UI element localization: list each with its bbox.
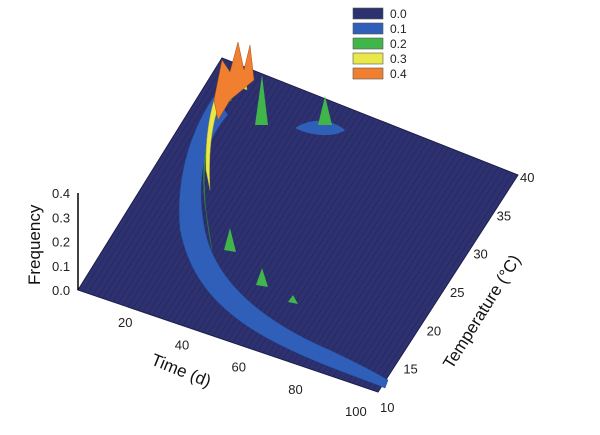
grid-line	[167, 92, 312, 321]
grid-line	[87, 61, 233, 294]
legend-label: 0.3	[390, 52, 407, 66]
grid-line	[237, 120, 381, 345]
grid-line	[332, 157, 474, 377]
grid-line	[82, 59, 228, 292]
grid-line	[107, 69, 252, 301]
grid-line	[232, 118, 376, 343]
z-tick-label: 0.3	[52, 210, 70, 225]
y-tick-label: 40	[520, 170, 534, 185]
peak-green-4	[256, 268, 268, 287]
z-tick-label: 0.4	[52, 186, 70, 201]
legend-label: 0.4	[390, 67, 407, 81]
grid-line	[242, 122, 386, 347]
grid-line	[162, 90, 307, 320]
grid-line	[262, 129, 405, 354]
y-tick-label: 10	[380, 400, 394, 415]
legend: 0.00.10.20.30.4	[352, 7, 407, 81]
grid-line	[307, 147, 450, 369]
grid-line	[277, 135, 420, 359]
grid-line	[287, 139, 430, 362]
grid-line	[352, 165, 494, 384]
grid-line	[322, 153, 464, 374]
ridge-blue-band	[178, 94, 389, 389]
grid-line	[312, 149, 455, 371]
grid-line	[282, 137, 425, 360]
peak-green-3	[224, 228, 236, 252]
peak-green-1	[255, 75, 268, 125]
grid-line	[177, 96, 321, 325]
x-axis-label: Time (d)	[149, 350, 214, 391]
z-tick-label: 0.2	[52, 235, 70, 250]
grid-line	[292, 141, 435, 364]
legend-label: 0.1	[390, 22, 407, 36]
x-tick-label: 80	[288, 382, 302, 397]
x-tick-label: 60	[232, 360, 246, 375]
y-tick-label: 35	[497, 208, 511, 223]
legend-swatch	[352, 52, 384, 65]
grid-line	[367, 170, 509, 389]
y-tick-label: 25	[450, 285, 464, 300]
y-tick-label: 30	[473, 247, 487, 262]
z-tick-label: 0.1	[52, 259, 70, 274]
x-tick-label: 100	[345, 404, 367, 419]
ridge-orange-peaks	[213, 41, 255, 121]
grid-line	[317, 151, 460, 372]
grid-line	[272, 133, 415, 357]
peak-green-5	[288, 295, 298, 304]
grid-line	[247, 124, 390, 348]
z-axis-label: Frequency	[25, 204, 44, 285]
ridge-blue-secondary	[295, 120, 345, 136]
grid-line	[267, 131, 410, 355]
grid-line	[347, 163, 489, 382]
grid-line	[157, 89, 302, 318]
legend-swatch	[352, 67, 384, 80]
grid-line	[357, 167, 499, 386]
grid-line	[372, 172, 514, 391]
legend-swatch	[352, 22, 384, 35]
grid-line	[337, 159, 479, 379]
legend-label: 0.2	[390, 37, 407, 51]
x-tick-label: 40	[175, 337, 189, 352]
legend-swatch	[352, 7, 384, 20]
legend-swatch	[352, 37, 384, 50]
grid-line	[297, 143, 440, 365]
grid-line	[252, 126, 395, 350]
grid-line	[302, 145, 445, 367]
y-tick-label: 20	[427, 323, 441, 338]
y-tick-label: 15	[403, 362, 417, 377]
peak-green-2	[318, 96, 332, 125]
grid-line	[172, 94, 316, 323]
grid-line	[362, 168, 504, 388]
legend-label: 0.0	[390, 7, 407, 21]
grid-line	[152, 87, 297, 316]
x-tick-label: 20	[118, 315, 132, 330]
z-tick-label: 0.0	[52, 283, 70, 298]
grid-line	[327, 155, 469, 376]
grid-line	[342, 161, 484, 381]
grid-line	[257, 128, 400, 352]
